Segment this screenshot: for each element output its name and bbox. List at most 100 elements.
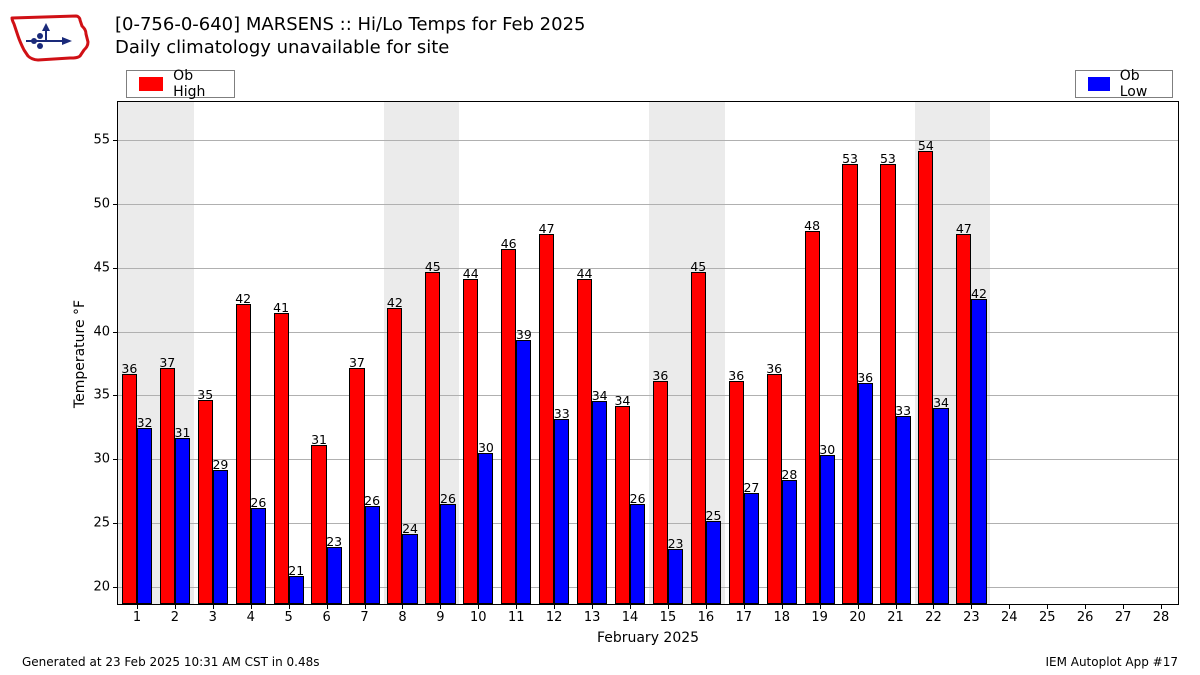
xtick-label: 28 (1153, 604, 1170, 625)
xtick-label: 15 (660, 604, 677, 625)
bar-label-high: 34 (614, 393, 630, 408)
bar-label-high: 41 (273, 300, 289, 315)
xtick-label: 19 (811, 604, 828, 625)
bar-high (577, 279, 592, 604)
xtick-label: 3 (209, 604, 217, 625)
bar-label-high: 35 (197, 387, 213, 402)
bar-high (956, 234, 971, 604)
bar-label-low: 26 (364, 493, 380, 508)
bar-low (251, 508, 266, 604)
xtick-label: 12 (546, 604, 563, 625)
bar-label-high: 53 (842, 151, 858, 166)
bar-low (933, 408, 948, 604)
bar-label-high: 42 (387, 295, 403, 310)
bar-label-high: 36 (728, 368, 744, 383)
xtick-label: 23 (963, 604, 980, 625)
bar-label-high: 45 (425, 259, 441, 274)
iowa-outline-path (12, 16, 88, 60)
ytick-label: 50 (93, 197, 118, 212)
iem-logo (6, 6, 106, 74)
legend-ob-high: Ob High (126, 70, 235, 98)
bar-low (213, 470, 228, 604)
xtick-label: 16 (698, 604, 715, 625)
bar-low (289, 576, 304, 604)
bar-low (592, 401, 607, 604)
bar-label-high: 36 (121, 361, 137, 376)
bar-high (539, 234, 554, 604)
bar-high (501, 249, 516, 604)
bar-low (630, 504, 645, 604)
bar-high (805, 231, 820, 604)
bar-low (440, 504, 455, 604)
bar-low (782, 480, 797, 604)
logo-arrow-icon (62, 37, 72, 45)
bar-low (820, 455, 835, 604)
bar-low (744, 493, 759, 604)
bar-low (516, 340, 531, 604)
xtick-label: 20 (849, 604, 866, 625)
xtick-label: 17 (736, 604, 753, 625)
bar-high (767, 374, 782, 604)
bar-label-low: 34 (592, 388, 608, 403)
ytick-label: 20 (93, 579, 118, 594)
legend-label-low: Ob Low (1120, 68, 1160, 100)
gridline (118, 268, 1178, 269)
xtick-label: 25 (1039, 604, 1056, 625)
bar-high (653, 381, 668, 604)
xtick-label: 4 (247, 604, 255, 625)
bar-high (274, 313, 289, 604)
ytick-label: 35 (93, 388, 118, 403)
bar-low (365, 506, 380, 604)
page: [0-756-0-640] MARSENS :: Hi/Lo Temps for… (0, 0, 1200, 675)
bar-label-low: 26 (440, 491, 456, 506)
bar-label-high: 46 (501, 236, 517, 251)
bar-high (842, 164, 857, 604)
logo-vane-icon (42, 23, 50, 31)
bar-label-low: 24 (402, 521, 418, 536)
bar-label-high: 36 (766, 361, 782, 376)
xtick-label: 26 (1077, 604, 1094, 625)
bar-low (402, 534, 417, 604)
footer-generated-at: Generated at 23 Feb 2025 10:31 AM CST in… (22, 655, 320, 669)
bar-label-low: 36 (857, 370, 873, 385)
bar-label-high: 47 (956, 221, 972, 236)
bar-high (463, 279, 478, 604)
xtick-label: 24 (1001, 604, 1018, 625)
ytick-label: 45 (93, 260, 118, 275)
bar-high (311, 445, 326, 604)
x-axis-title: February 2025 (597, 630, 699, 646)
bar-low (706, 521, 721, 604)
y-axis-title: Temperature °F (72, 300, 88, 408)
bar-low (327, 547, 342, 604)
bar-label-low: 26 (250, 495, 266, 510)
footer-app-id: IEM Autoplot App #17 (1045, 655, 1178, 669)
legend-swatch-high (139, 77, 163, 91)
bar-label-high: 44 (577, 266, 593, 281)
bar-label-low: 33 (554, 406, 570, 421)
bar-label-low: 21 (288, 563, 304, 578)
bar-low (896, 416, 911, 604)
bar-label-high: 42 (235, 291, 251, 306)
bar-low (554, 419, 569, 604)
bar-high (387, 308, 402, 604)
bar-label-high: 37 (159, 355, 175, 370)
legend-label-high: Ob High (173, 68, 222, 100)
bar-label-low: 30 (478, 440, 494, 455)
bar-high (122, 374, 137, 604)
gridline (118, 204, 1178, 205)
xtick-label: 1 (133, 604, 141, 625)
xtick-label: 14 (622, 604, 639, 625)
bar-label-low: 33 (895, 403, 911, 418)
bar-label-high: 45 (690, 259, 706, 274)
bar-label-low: 31 (175, 425, 191, 440)
bar-label-high: 48 (804, 218, 820, 233)
bar-label-high: 54 (918, 138, 934, 153)
xtick-label: 11 (508, 604, 525, 625)
ytick-label: 25 (93, 516, 118, 531)
bar-high (615, 406, 630, 604)
logo-cup1-icon (31, 38, 37, 44)
ytick-label: 55 (93, 133, 118, 148)
logo-cup2-icon (37, 33, 43, 39)
bar-label-low: 34 (933, 395, 949, 410)
legend-swatch-low (1088, 77, 1110, 91)
